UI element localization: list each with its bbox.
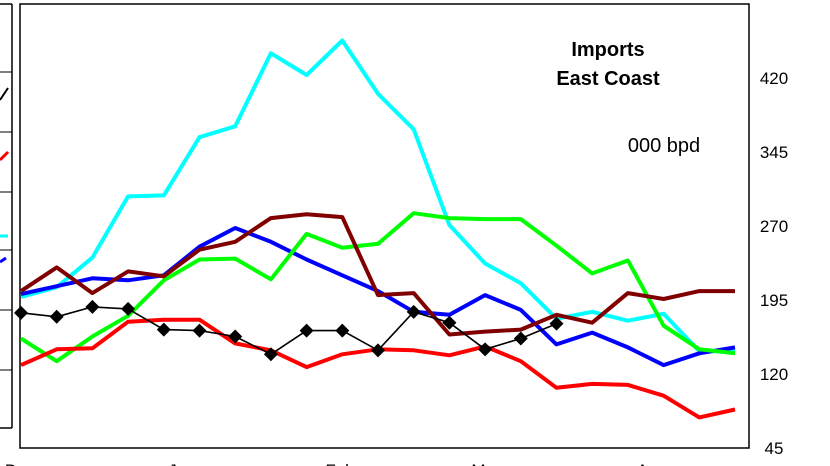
y-tick-label-3: 270 xyxy=(760,217,788,236)
series-5-point-15 xyxy=(549,316,564,331)
x-tick-label-1: Jan xyxy=(168,461,195,466)
series-5-point-5 xyxy=(192,323,207,338)
series-5-point-0 xyxy=(14,305,28,320)
y-tick-label-1: 120 xyxy=(760,365,788,384)
y-tick-label-2: 195 xyxy=(760,291,788,310)
plot-frame xyxy=(19,3,750,449)
series-5-point-14 xyxy=(513,331,528,346)
series-5-point-9 xyxy=(335,323,350,338)
neighbor-chart-fragment xyxy=(0,3,13,429)
series-5-point-12 xyxy=(442,315,457,330)
y-tick-label-0: 45 xyxy=(765,439,784,458)
series-5-point-13 xyxy=(478,342,493,357)
series-line-5 xyxy=(20,306,557,356)
x-tick-label-0: Dec xyxy=(5,461,36,466)
y-tick-label-4: 345 xyxy=(760,143,788,162)
series-5-point-3 xyxy=(121,301,136,316)
series-5-point-6 xyxy=(228,329,243,344)
series-5-point-11 xyxy=(406,304,421,319)
chart-title-line-2: East Coast xyxy=(556,68,660,90)
x-axis-ticks: Dec Jan Feb Mar Apr xyxy=(5,461,664,466)
x-tick-label-2: Feb xyxy=(325,461,354,466)
y-axis-ticks: 45 120 195 270 345 420 xyxy=(760,69,788,458)
unit-label: 000 bpd xyxy=(628,135,700,157)
series-5-point-10 xyxy=(371,343,385,358)
series-line-3 xyxy=(19,212,735,337)
series-line-0 xyxy=(20,38,735,354)
series-line-4 xyxy=(20,317,736,420)
series-5-point-4 xyxy=(156,322,171,337)
series-layer xyxy=(14,38,736,420)
x-tick-label-4: Apr xyxy=(637,461,664,466)
x-tick-label-3: Mar xyxy=(471,461,501,466)
series-5-point-7 xyxy=(263,347,278,362)
chart-title: Imports East Coast xyxy=(556,39,660,90)
series-5-point-8 xyxy=(299,323,314,338)
series-line-2 xyxy=(19,211,736,364)
series-5-point-2 xyxy=(85,299,100,314)
series-5-point-1 xyxy=(49,309,64,324)
y-tick-label-5: 420 xyxy=(760,69,788,88)
chart-title-line-1: Imports xyxy=(571,39,644,61)
